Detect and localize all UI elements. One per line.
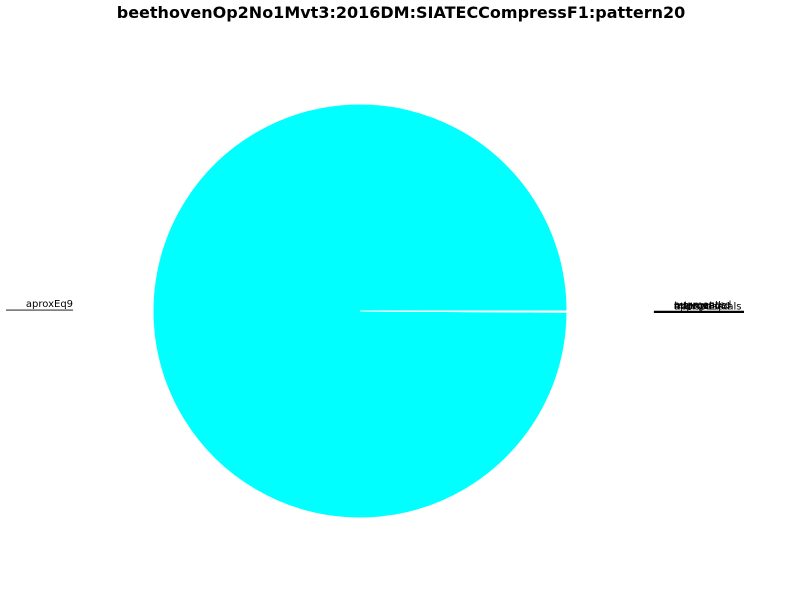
pie-slice-label-0: aproxEq9 [26,299,73,310]
pie-slice-label-5: augmented [674,300,731,311]
pie-slice-label-2: transposed [674,301,730,312]
pie-slices [152,103,568,519]
pie-slice-label-4: retrograde [674,301,727,312]
pie-labels: aproxEq9 approxEqualstransposedintervalre… [6,299,744,314]
pie-slice-label-3: interval [674,301,712,312]
chart-title: beethovenOp2No1Mvt3:2016DM:SIATECCompres… [117,3,685,22]
pie-slice-label-1: approxEquals [674,302,742,313]
